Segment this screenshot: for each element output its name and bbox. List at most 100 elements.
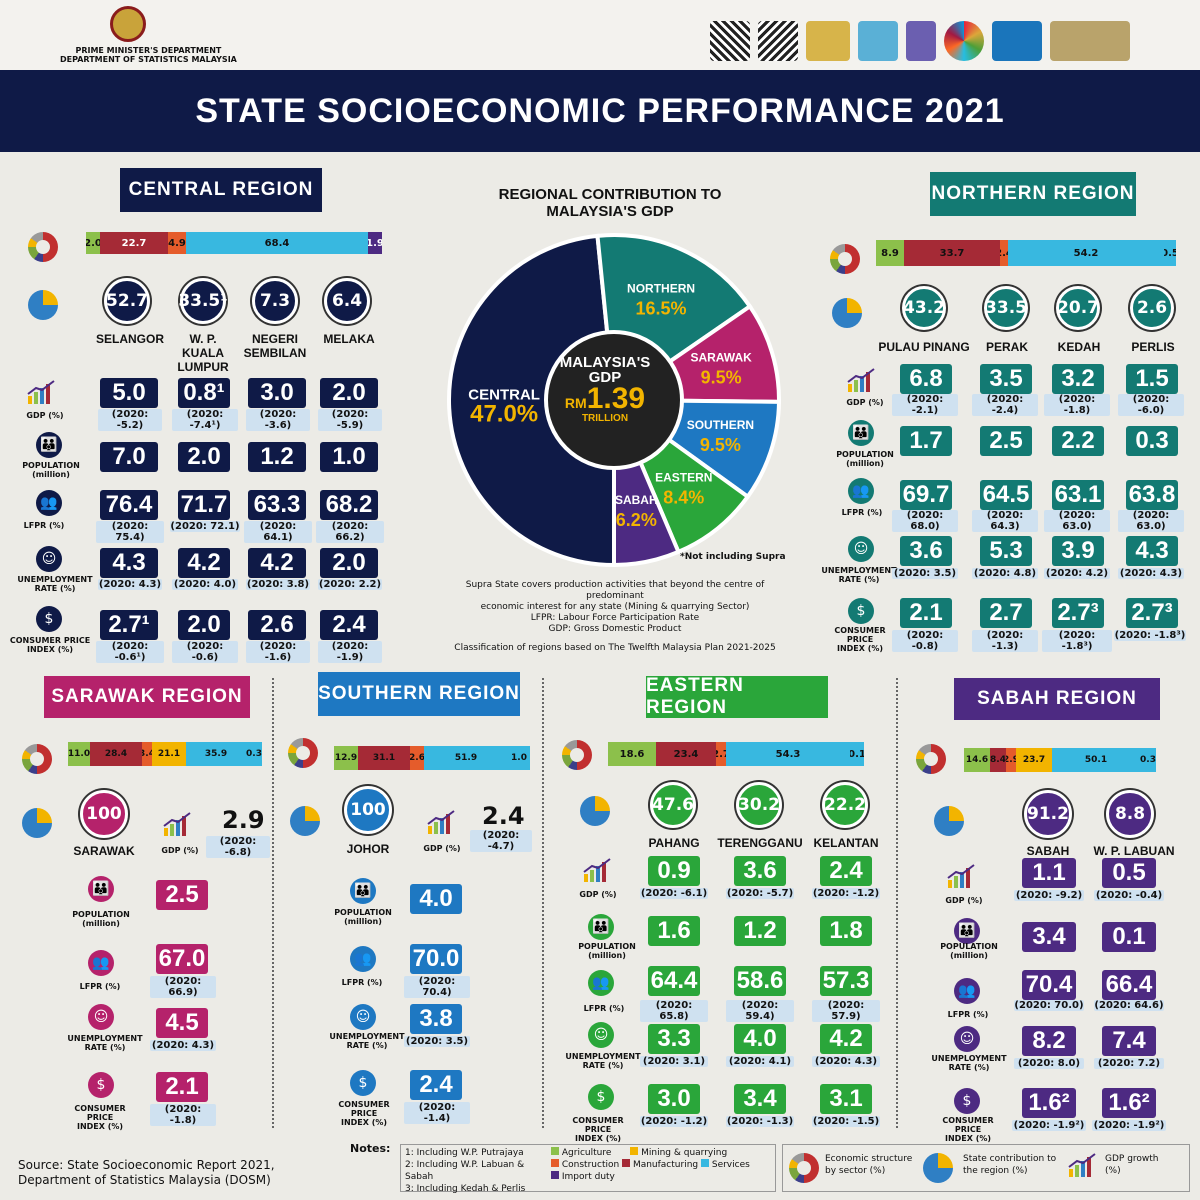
- population-label: POPULATION (million): [940, 942, 998, 960]
- cpi-prev: (2020: -1.9): [318, 641, 382, 663]
- unemployment-prev: (2020: 3.8): [246, 579, 310, 590]
- unemployment-icon: ☺: [88, 1004, 114, 1030]
- eastern-sector-bar: 18.6 23.4 2.7 54.3 0.1: [608, 742, 864, 766]
- lfpr-value: 70.4: [1022, 970, 1076, 1000]
- population-value: 0.3: [1126, 426, 1178, 456]
- gdp-prev: (2020: -7.4¹): [172, 409, 238, 431]
- cpi-prev: (2020: -1.3): [726, 1116, 794, 1127]
- unemployment-prev: (2020: 4.3): [98, 579, 162, 590]
- logo-strip: [710, 18, 1150, 64]
- gdp-value: 3.0: [248, 378, 306, 408]
- gdp-value: 5.0: [100, 378, 158, 408]
- pie-value-sarawak: 9.5%: [701, 367, 742, 387]
- population-icon: 👪: [350, 878, 376, 904]
- cpi-prev: (2020: -1.4): [404, 1102, 470, 1124]
- lfpr-icon: 👥: [848, 478, 874, 504]
- eastern-region-title: EASTERN REGION: [646, 675, 828, 718]
- qr-code-icon[interactable]: [710, 21, 750, 61]
- cpi-label: CONSUMER PRICE INDEX (%): [834, 626, 886, 653]
- lfpr-prev: (2020: 64.1): [244, 521, 312, 543]
- unemployment-value: 3.3: [648, 1024, 700, 1054]
- cpi-value: 2.7¹: [100, 610, 158, 640]
- southern-sector-bar: 12.9 31.1 2.6 51.9 1.0: [334, 746, 530, 770]
- lfpr-prev: (2020: 64.6): [1094, 1000, 1164, 1011]
- gdp-label: GDP (%): [26, 411, 64, 420]
- population-label: POPULATION (million): [72, 910, 130, 928]
- unemployment-icon: ☺: [588, 1022, 614, 1048]
- lfpr-value: 63.8: [1126, 480, 1178, 510]
- pie-center-disc: [544, 330, 684, 470]
- lfpr-prev: (2020: 63.0): [1044, 510, 1110, 532]
- unemployment-icon: ☺: [36, 546, 62, 572]
- contribution-pie-icon: [290, 806, 320, 836]
- population-icon: 👪: [954, 918, 980, 944]
- unemployment-prev: (2020: 4.2): [1044, 568, 1110, 579]
- manufacturing-swatch: [622, 1159, 631, 1167]
- lfpr-prev: (2020: 65.8): [640, 1000, 708, 1022]
- lfpr-prev: (2020: 63.0): [1118, 510, 1184, 532]
- qr-code-icon[interactable]: [758, 21, 798, 61]
- gdp-prev: (2020: -3.6): [246, 409, 310, 431]
- social-media-icon[interactable]: [992, 21, 1042, 61]
- gdp-label: GDP (%): [579, 890, 617, 899]
- gdp-prev: (2020: -6.0): [1118, 394, 1184, 416]
- unemployment-label: UNEMPLOYMENT RATE (%): [17, 575, 93, 593]
- gdp-value: 6.8: [900, 364, 952, 394]
- cpi-value: 2.7: [980, 598, 1032, 628]
- gdp-value: 0.5: [1102, 858, 1156, 888]
- sector-ring-icon: [789, 1153, 819, 1183]
- unemployment-value: 4.2: [820, 1024, 872, 1054]
- agriculture-swatch: [551, 1147, 559, 1155]
- cpi-prev: (2020: -1.8): [150, 1104, 216, 1126]
- cpi-value: 2.0: [178, 610, 230, 640]
- lfpr-prev: (2020: 75.4): [96, 521, 164, 543]
- state-share: 2.6: [1130, 286, 1174, 330]
- gdp-prev: (2020: -6.1): [640, 888, 708, 899]
- state-share: 33.5¹: [178, 278, 228, 324]
- cpi-prev: (2020: -0.6): [172, 641, 238, 663]
- cpi-value: 3.4: [734, 1084, 786, 1114]
- cpi-icon: $: [36, 606, 62, 632]
- population-icon: 👪: [88, 876, 114, 902]
- lfpr-label: LFPR (%): [341, 978, 383, 987]
- vote-logo-icon: [906, 21, 936, 61]
- lfpr-prev: (2020: 70.0): [1014, 1000, 1084, 1011]
- state-name: PERAK: [985, 340, 1028, 354]
- state-share: 8.8: [1106, 790, 1154, 838]
- gdp-growth-icon: [426, 810, 456, 840]
- cpi-value: 3.1: [820, 1084, 872, 1114]
- unemployment-prev: (2020: 8.0): [1014, 1058, 1084, 1069]
- cpi-value: 1.6²: [1022, 1088, 1076, 1118]
- population-value: 2.5: [156, 880, 208, 910]
- gdp-value: 3.5: [980, 364, 1032, 394]
- state-share: 91.2: [1024, 790, 1072, 838]
- unemployment-prev: (2020: 7.2): [1094, 1058, 1164, 1069]
- lfpr-prev: (2020: 72.1): [170, 521, 240, 532]
- import-duty-swatch: [551, 1171, 559, 1179]
- lfpr-value: 58.6: [734, 966, 786, 996]
- gdp-growth-icon: [26, 380, 56, 406]
- unemployment-prev: (2020: 4.1): [726, 1056, 794, 1067]
- lfpr-value: 64.5: [980, 480, 1032, 510]
- pie-label-southern: SOUTHERN: [687, 418, 754, 432]
- notes-title: Notes:: [350, 1142, 391, 1155]
- sdg-wheel-icon: [944, 21, 984, 61]
- unemployment-prev: (2020: 4.8): [972, 568, 1038, 579]
- population-value: 0.1: [1102, 922, 1156, 952]
- population-label: POPULATION (million): [334, 908, 392, 926]
- lfpr-value: 66.4: [1102, 970, 1156, 1000]
- population-value: 1.0: [320, 442, 378, 472]
- pie-slice-central: [447, 233, 616, 568]
- pie-label-sabah: SABAH: [615, 493, 658, 507]
- unemployment-value: 3.8: [410, 1004, 462, 1034]
- gdp-prev: (2020: -5.2): [98, 409, 162, 431]
- lfpr-label: LFPR (%): [79, 982, 121, 991]
- sabah-region-title: SABAH REGION: [954, 678, 1160, 720]
- unemployment-value: 5.3: [980, 536, 1032, 566]
- department-name: PRIME MINISTER'S DEPARTMENT DEPARTMENT OF…: [60, 46, 237, 64]
- state-share: 30.2: [736, 782, 782, 828]
- population-value: 2.0: [178, 442, 230, 472]
- divider: [272, 678, 274, 1128]
- central-region-title: CENTRAL REGION: [120, 168, 322, 212]
- contribution-pie-icon: [934, 806, 964, 836]
